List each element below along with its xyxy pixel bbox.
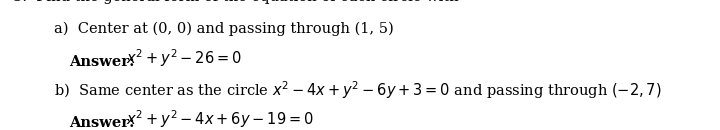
Text: Answer:: Answer: <box>69 55 140 69</box>
Text: $x^2 + y^2 - 4x + 6y - 19 = 0$: $x^2 + y^2 - 4x + 6y - 19 = 0$ <box>126 108 314 130</box>
Text: a)  Center at (0, 0) and passing through (1, 5): a) Center at (0, 0) and passing through … <box>54 22 394 36</box>
Text: Answer:: Answer: <box>69 116 140 130</box>
Text: $x^2 + y^2 - 26 = 0$: $x^2 + y^2 - 26 = 0$ <box>126 47 242 69</box>
Text: 3.  Find the general form of the equation of each circle with: 3. Find the general form of the equation… <box>13 0 459 4</box>
Text: b)  Same center as the circle $x^2 - 4x + y^2 - 6y + 3 = 0$ and passing through : b) Same center as the circle $x^2 - 4x +… <box>54 80 662 101</box>
